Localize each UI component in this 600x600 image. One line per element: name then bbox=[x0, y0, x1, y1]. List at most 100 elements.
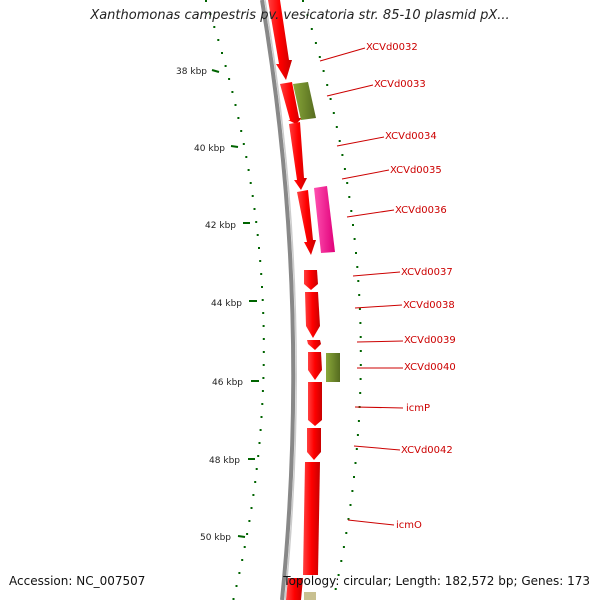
gene-label[interactable]: XCVd0040 bbox=[404, 362, 456, 373]
backbone-inner bbox=[264, 0, 297, 600]
gene-dot bbox=[352, 224, 354, 226]
leader-line bbox=[354, 304, 403, 309]
gene-label[interactable]: XCVd0039 bbox=[404, 335, 456, 346]
map-title: Xanthomonas campestris pv. vesicatoria s… bbox=[90, 8, 510, 23]
gene-dot bbox=[337, 574, 340, 576]
gene-dot bbox=[356, 434, 359, 436]
ruler-dot bbox=[253, 208, 256, 210]
gene-labels: XCVd0032 XCVd0033 XCVd0034 XCVd0035 XCVd… bbox=[366, 42, 456, 531]
ruler-dot-track bbox=[205, 0, 265, 600]
leader-line bbox=[353, 445, 401, 451]
gene-dot bbox=[314, 42, 317, 44]
leader-line bbox=[354, 406, 404, 409]
ruler-dot bbox=[258, 247, 260, 249]
cds-olive-block[interactable] bbox=[293, 82, 316, 120]
gene-dot bbox=[359, 336, 362, 338]
gene-dot bbox=[359, 364, 362, 366]
ruler-dot bbox=[213, 26, 216, 28]
ruler-dot bbox=[232, 598, 235, 600]
ruler-tick bbox=[237, 535, 246, 538]
ruler-dot bbox=[224, 65, 227, 67]
ruler-dot bbox=[261, 390, 264, 392]
ruler-tick bbox=[211, 69, 220, 73]
ruler-dot bbox=[261, 299, 264, 301]
cds-arrow[interactable] bbox=[297, 190, 316, 255]
gene-dot bbox=[345, 532, 348, 534]
cds-arrow[interactable] bbox=[303, 462, 320, 575]
gene-label[interactable]: XCVd0036 bbox=[395, 205, 447, 216]
gene-dot bbox=[329, 98, 332, 100]
cds-arrow[interactable] bbox=[307, 340, 321, 350]
cds-tan-block[interactable] bbox=[304, 592, 316, 600]
gene-dot bbox=[356, 266, 359, 268]
gene-label[interactable]: XCVd0035 bbox=[390, 165, 442, 176]
gene-dot bbox=[358, 308, 361, 310]
cds-arrow[interactable] bbox=[280, 82, 302, 124]
gene-dot bbox=[334, 588, 337, 590]
ruler-tick bbox=[230, 145, 239, 148]
gene-dot bbox=[354, 462, 357, 464]
cds-arrow[interactable] bbox=[304, 270, 318, 290]
gene-label[interactable]: icmO bbox=[396, 520, 422, 531]
gene-label[interactable]: XCVd0034 bbox=[385, 131, 437, 142]
gene-dot bbox=[326, 84, 329, 86]
gene-label[interactable]: XCVd0033 bbox=[374, 79, 426, 90]
ruler-dot bbox=[261, 403, 264, 405]
cds-track bbox=[268, 0, 322, 600]
ruler-ticks: 38 kbp 40 kbp 42 kbp 44 kbp 46 kbp 48 kb… bbox=[176, 67, 259, 543]
gene-dot bbox=[353, 476, 355, 478]
cds-arrow[interactable] bbox=[308, 382, 322, 426]
ruler-label: 46 kbp bbox=[212, 378, 243, 388]
gene-label[interactable]: XCVd0042 bbox=[401, 445, 453, 456]
gene-dot bbox=[359, 322, 362, 324]
gene-label[interactable]: XCVd0038 bbox=[403, 300, 455, 311]
gene-dot bbox=[341, 154, 344, 156]
gene-dot bbox=[357, 280, 360, 282]
gene-label[interactable]: icmP bbox=[406, 403, 430, 414]
cds-arrow[interactable] bbox=[289, 122, 307, 190]
ruler-label: 38 kbp bbox=[176, 67, 207, 77]
ruler-dot bbox=[242, 143, 245, 145]
ruler-dot bbox=[235, 585, 238, 587]
backbone-outer bbox=[260, 0, 296, 600]
ruler-dot bbox=[262, 351, 265, 353]
ruler-dot bbox=[209, 13, 212, 15]
cds-pink-block[interactable] bbox=[314, 186, 335, 253]
cds-arrow[interactable] bbox=[307, 428, 321, 460]
gene-dot bbox=[355, 448, 358, 450]
gene-dot bbox=[343, 168, 346, 170]
gene-dot bbox=[357, 420, 360, 422]
ruler-label: 44 kbp bbox=[211, 299, 242, 309]
leader-line bbox=[356, 340, 404, 343]
ruler-dot bbox=[221, 52, 223, 54]
ruler-dot bbox=[262, 377, 265, 379]
gene-dot bbox=[350, 210, 353, 212]
cds-arrow[interactable] bbox=[308, 352, 322, 380]
ruler-dot bbox=[237, 117, 240, 119]
ruler-dot bbox=[238, 572, 241, 574]
ruler-dot bbox=[260, 273, 263, 275]
leader-line bbox=[346, 209, 395, 218]
cds-arrow[interactable] bbox=[268, 0, 292, 80]
cds-olive-block[interactable] bbox=[326, 353, 340, 382]
ruler-dot bbox=[254, 481, 257, 483]
ruler-dot bbox=[262, 338, 265, 340]
gene-dot bbox=[338, 140, 341, 142]
ruler-dot bbox=[258, 442, 261, 444]
cds-arrow[interactable] bbox=[305, 292, 320, 338]
gene-dot bbox=[310, 28, 313, 30]
gene-dot bbox=[340, 560, 343, 562]
ruler-dot bbox=[259, 260, 262, 262]
ruler-dot bbox=[243, 546, 246, 548]
ruler-dot bbox=[259, 429, 262, 431]
gene-dot bbox=[348, 196, 351, 198]
cds-arrow[interactable] bbox=[286, 578, 303, 600]
leader-lines bbox=[319, 47, 404, 526]
gene-label[interactable]: XCVd0037 bbox=[401, 267, 453, 278]
leader-line bbox=[336, 136, 385, 147]
ruler-label: 40 kbp bbox=[194, 144, 225, 154]
ruler-dot bbox=[255, 221, 258, 223]
ruler-dot bbox=[262, 364, 265, 366]
gene-label[interactable]: XCVd0032 bbox=[366, 42, 418, 53]
